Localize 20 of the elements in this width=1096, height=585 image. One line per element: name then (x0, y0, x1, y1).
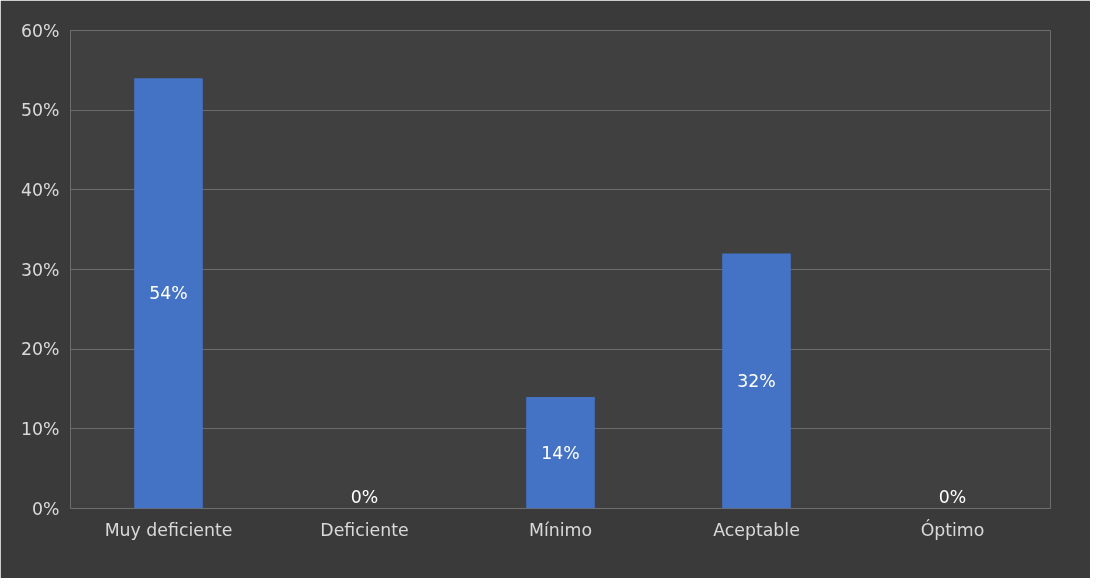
data-label: 14% (541, 442, 580, 463)
x-tick-label: Mínimo (528, 519, 593, 540)
y-tick-label: 20% (20, 339, 60, 360)
data-label: 32% (737, 371, 776, 392)
x-tick-label: Muy deficiente (104, 519, 233, 540)
bar (722, 253, 791, 509)
bar (134, 78, 203, 509)
data-label: 54% (149, 283, 188, 304)
y-tick-label: 0% (32, 498, 60, 519)
y-tick-label: 10% (20, 418, 60, 439)
data-label: 0% (938, 486, 967, 507)
y-tick-label: 30% (20, 259, 60, 280)
y-tick-label: 60% (20, 20, 60, 41)
x-tick-label: Deficiente (320, 519, 409, 540)
data-label: 0% (350, 486, 379, 507)
y-tick-label: 50% (20, 100, 60, 121)
bar (526, 396, 595, 509)
x-tick-label: Óptimo (920, 518, 985, 540)
y-tick-label: 40% (20, 179, 60, 200)
x-tick-label: Aceptable (713, 519, 800, 540)
